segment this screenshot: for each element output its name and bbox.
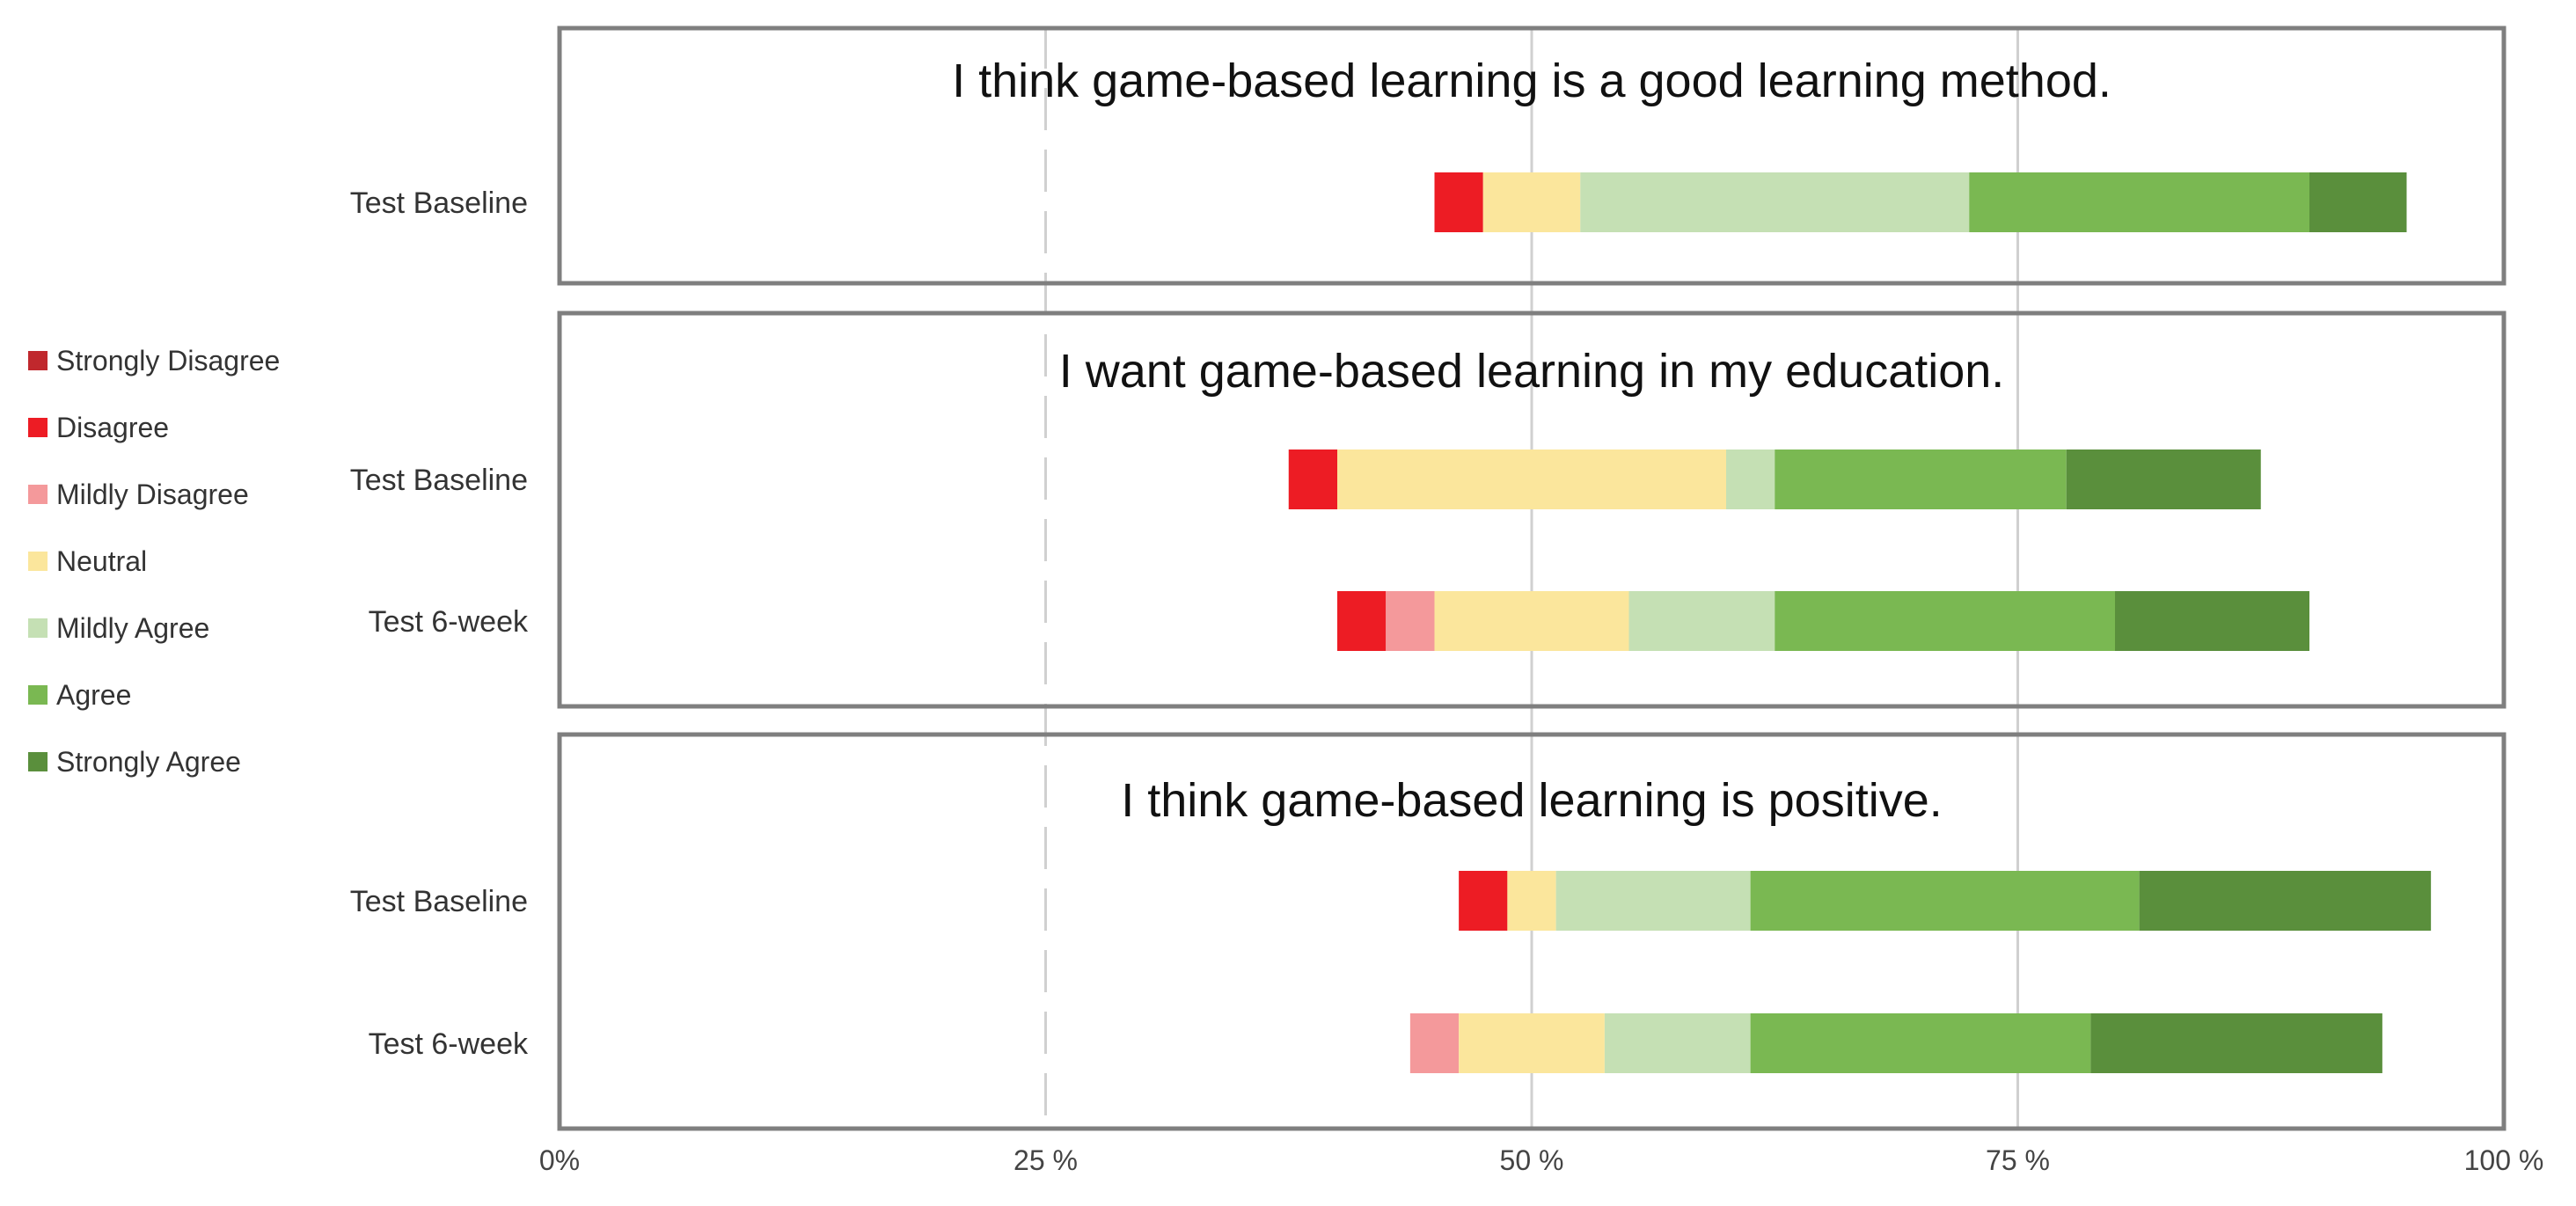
bar-segment-disagree [1288,450,1337,509]
panel-frame [557,26,2506,286]
bar-segment-strongly-agree [2139,871,2432,931]
bar-segment-neutral [1507,871,1556,931]
legend-item: Agree [28,661,280,728]
legend-item: Strongly Disagree [28,327,280,394]
panel-title: I think game-based learning is positive. [1121,774,1943,827]
bar-segment-agree [1969,172,2309,232]
bar-segment-disagree [1434,172,1483,232]
bar-segment-mildly-agree [1726,450,1775,509]
legend-item: Neutral [28,528,280,595]
legend-label: Strongly Disagree [56,344,281,376]
bar-segment-strongly-agree [2066,450,2261,509]
legend-swatch [28,752,48,771]
legend-label: Strongly Agree [56,745,241,778]
text-layer: 0% 25 % 50 % 75 % 100 % I think game-based le… [350,55,2544,1176]
legend-swatch [28,351,48,370]
bar-segment-neutral [1434,591,1629,651]
x-tick-label: 100 % [2464,1144,2544,1176]
bar-segment-agree [1750,1013,2091,1073]
legend-label: Mildly Disagree [56,478,249,510]
panel-title: I want game-based learning in my educati… [1059,345,2005,398]
legend-swatch [28,618,48,638]
bar-segment-strongly-agree [2115,591,2309,651]
legend-label: Mildly Agree [56,611,210,644]
bar-segment-mildly-agree [1628,591,1775,651]
x-tick-label: 75 % [1986,1144,2050,1176]
bar-segment-mildly-agree [1580,172,1970,232]
bar-segment-disagree [1459,871,1508,931]
bar-segment-agree [1775,591,2115,651]
x-tick-label: 25 % [1014,1144,1078,1176]
legend-label: Disagree [56,411,170,443]
legend-item: Disagree [28,394,280,461]
legend-item: Mildly Agree [28,595,280,661]
legend-label: Agree [56,678,132,711]
bar-segment-strongly-agree [2090,1013,2382,1073]
row-label: Test Baseline [350,885,528,918]
bar-segment-strongly-agree [2309,172,2407,232]
row-label: Test 6-week [369,1027,529,1061]
bar-segment-agree [1775,450,2067,509]
legend-label: Neutral [56,545,148,577]
panel-layer [557,26,2506,1131]
bar-segment-mildly-disagree [1386,591,1435,651]
panel-frame [557,732,2506,1131]
x-tick-label: 50 % [1500,1144,1564,1176]
row-label: Test Baseline [350,186,528,220]
row-label: Test Baseline [350,464,528,497]
legend-item: Mildly Disagree [28,461,280,528]
bar-segment-neutral [1337,450,1726,509]
legend-swatch [28,552,48,571]
bar-layer [1288,172,2432,1073]
legend-swatch [28,485,48,504]
legend-item: Strongly Agree [28,728,280,795]
row-label: Test 6-week [369,605,529,639]
legend-swatch [28,418,48,437]
panel-frame [557,311,2506,709]
panel-title: I think game-based learning is a good le… [952,55,2111,107]
legend-swatch [28,685,48,705]
bar-segment-neutral [1482,172,1581,232]
bar-segment-mildly-agree [1555,871,1751,931]
bar-segment-disagree [1337,591,1387,651]
bar-segment-agree [1750,871,2140,931]
legend: Strongly Disagree Disagree Mildly Disagree… [28,327,280,795]
bar-segment-neutral [1459,1013,1605,1073]
x-tick-label: 0% [539,1144,580,1176]
bar-segment-mildly-disagree [1409,1013,1460,1073]
bar-segment-mildly-agree [1604,1013,1751,1073]
